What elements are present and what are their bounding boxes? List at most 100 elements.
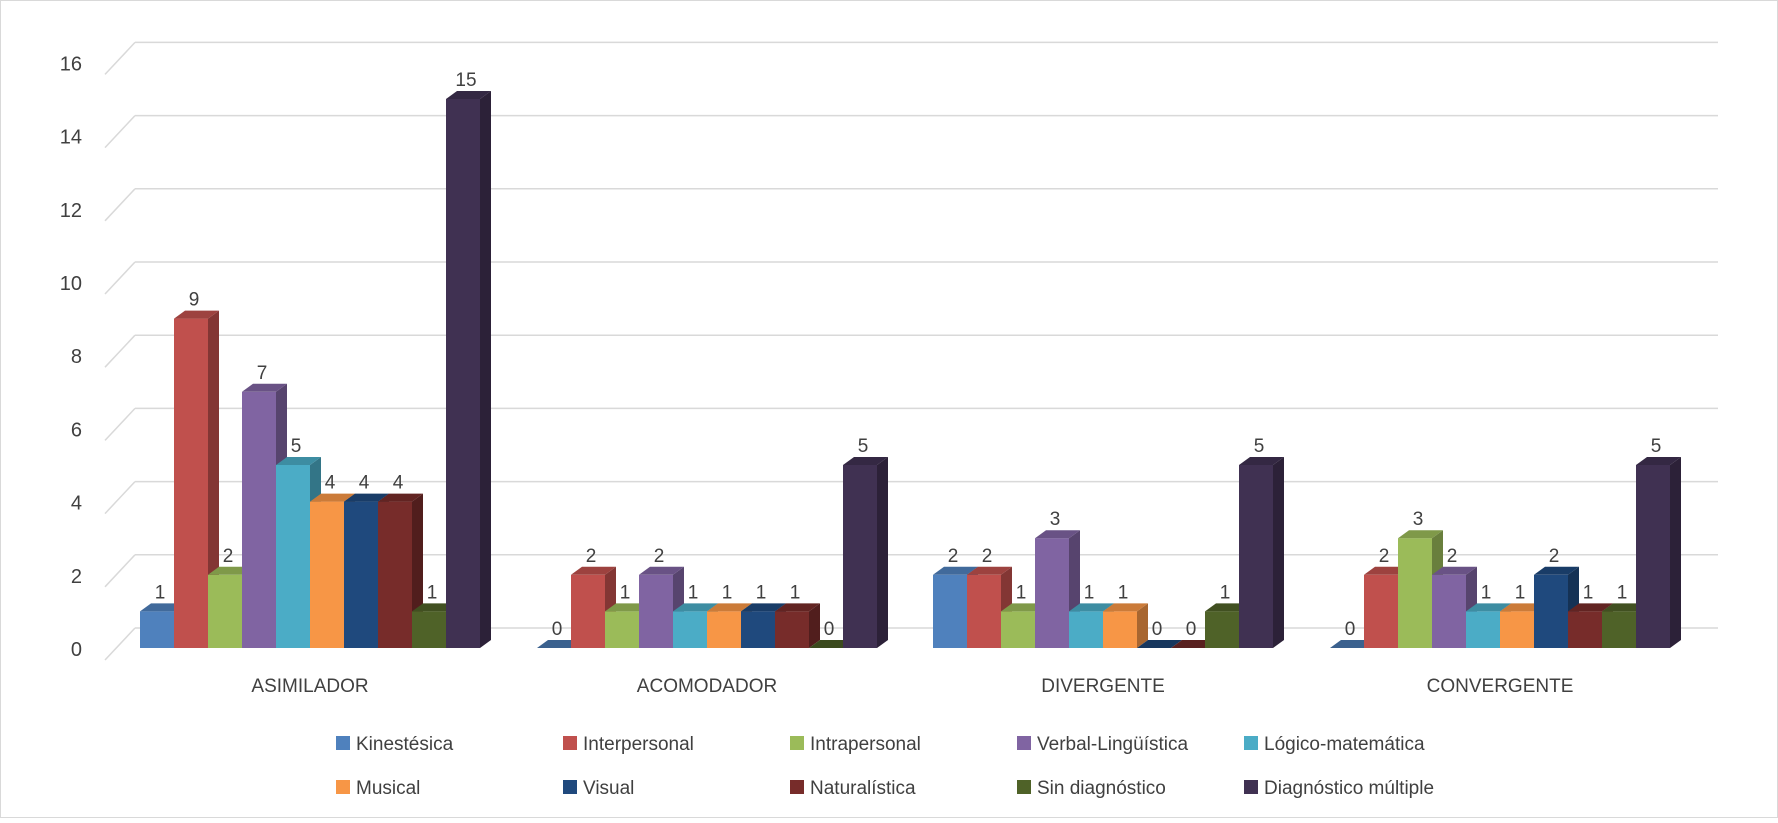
gridline-diag (104, 115, 136, 149)
data-label: 1 (620, 582, 631, 603)
legend-swatch (563, 780, 577, 794)
bar (1636, 457, 1681, 648)
x-category-label: DIVERGENTE (1041, 676, 1165, 697)
bar-front (1001, 611, 1035, 648)
legend-item: Verbal-Lingüística (1017, 734, 1188, 755)
legend-label: Musical (356, 778, 420, 799)
legend-label: Interpersonal (583, 734, 694, 755)
x-axis-category-labels: ASIMILADOR ACOMODADOR DIVERGENTE CONVERGENT… (251, 676, 1573, 697)
y-tick-label: 4 (71, 493, 82, 515)
data-label: 1 (722, 582, 733, 603)
data-label: 1 (688, 582, 699, 603)
bar-front (344, 501, 378, 648)
bar-top (1568, 603, 1613, 612)
legend-item: Musical (336, 778, 420, 799)
legend-label: Lógico-matemática (1264, 734, 1425, 755)
bar-top (537, 640, 582, 648)
data-label: 1 (1583, 582, 1594, 603)
data-label: 15 (455, 70, 476, 91)
bar-top (673, 603, 718, 612)
legend-label: Sin diagnóstico (1037, 778, 1166, 799)
data-label: 1 (155, 582, 166, 603)
bar-front (1364, 574, 1398, 648)
legend-item: Sin diagnóstico (1017, 778, 1166, 799)
bar-top (1466, 603, 1511, 612)
bar-top (412, 603, 457, 612)
bar-top (967, 566, 1012, 575)
data-label: 5 (1651, 436, 1662, 457)
bar-top (208, 566, 253, 575)
data-label: 0 (1186, 619, 1197, 640)
legend-item: Naturalística (790, 778, 916, 799)
bar-front (1602, 611, 1636, 648)
data-label: 1 (1084, 582, 1095, 603)
bar-top (1205, 603, 1250, 612)
bar-front (1568, 611, 1602, 648)
gridline-diag (104, 481, 136, 515)
x-category-label: ASIMILADOR (251, 676, 368, 697)
x-category-label: CONVERGENTE (1427, 676, 1574, 697)
bar-front (1205, 611, 1239, 648)
bar (174, 310, 219, 648)
y-tick-label: 16 (60, 53, 82, 75)
bar (537, 640, 582, 648)
bar (1239, 457, 1284, 648)
data-label: 0 (1152, 619, 1163, 640)
data-label: 5 (291, 436, 302, 457)
legend-swatch (790, 736, 804, 750)
data-label: 1 (1016, 582, 1027, 603)
data-label: 2 (1549, 546, 1560, 567)
data-label: 9 (189, 290, 200, 311)
bar-top (707, 603, 752, 612)
data-label: 3 (1050, 509, 1061, 530)
gridline-diag (104, 407, 136, 441)
gridline-diag (104, 334, 136, 368)
legend-swatch (1017, 780, 1031, 794)
bar (1137, 640, 1182, 648)
bar (1171, 640, 1216, 648)
bar (1205, 603, 1250, 648)
bar-front (1466, 611, 1500, 648)
bar-front (276, 465, 310, 648)
data-label: 1 (756, 582, 767, 603)
bar-side (208, 310, 219, 648)
legend-label: Diagnóstico múltiple (1264, 778, 1434, 799)
bar-side (1273, 457, 1284, 648)
bar-front (967, 574, 1001, 648)
bar-top (242, 383, 287, 392)
y-tick-label: 14 (60, 127, 82, 149)
bar-front (1398, 538, 1432, 648)
bar-front (378, 501, 412, 648)
gridline-diag (104, 41, 136, 75)
bar-front (605, 611, 639, 648)
bar (843, 457, 888, 648)
bar-front (208, 574, 242, 648)
bar-front (412, 611, 446, 648)
bar-front (1035, 538, 1069, 648)
legend-label: Visual (583, 778, 634, 799)
data-label: 2 (982, 546, 993, 567)
bar (446, 91, 491, 648)
bar-front (1103, 611, 1137, 648)
gridline-diag (104, 188, 136, 222)
bar-front (843, 465, 877, 648)
bar-front (174, 318, 208, 648)
bar-top (276, 457, 321, 465)
data-label: 0 (824, 619, 835, 640)
bar (809, 640, 854, 648)
bar-front (310, 501, 344, 648)
bar-front (1432, 574, 1466, 648)
bar-top (1364, 566, 1409, 575)
bar-front (1069, 611, 1103, 648)
bar-top (1636, 457, 1681, 465)
bar-top (741, 603, 786, 612)
legend: Kinestésica Interpersonal Intrapersonal Ver… (336, 734, 1434, 799)
bar-top (639, 566, 684, 575)
gridline-diag (104, 627, 136, 661)
data-label: 1 (1481, 582, 1492, 603)
y-tick-label: 0 (71, 639, 82, 661)
data-label: 2 (1379, 546, 1390, 567)
legend-label: Naturalística (810, 778, 916, 799)
